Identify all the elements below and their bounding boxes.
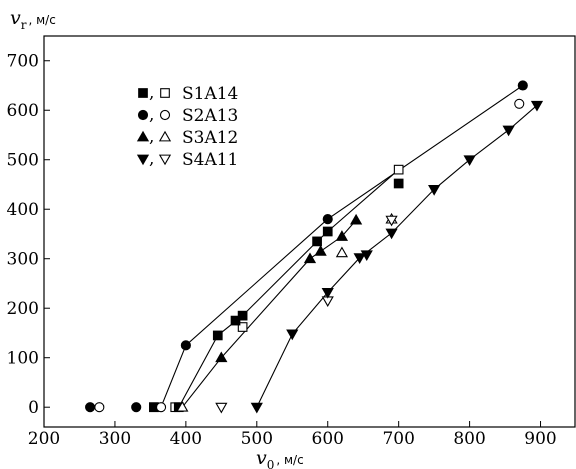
y-axis-symbol: v	[10, 7, 21, 29]
y-tick-label: 600	[7, 101, 39, 121]
y-tick-label: 400	[7, 200, 39, 220]
legend-filled-marker-s1a14	[138, 88, 148, 98]
filled-point-s4a11	[502, 125, 515, 137]
y-axis-subscript: r	[21, 18, 27, 32]
open-point-s2a13	[514, 98, 525, 109]
legend-label-s3a12: S3A12	[182, 128, 238, 148]
filled-point-s4a11	[286, 329, 299, 341]
legend: , S1A14, S2A13, S3A12, S4A11	[136, 83, 238, 170]
y-axis-unit: , м/с	[28, 13, 55, 27]
x-axis-label: v0, м/с	[256, 447, 304, 469]
series-line-s2a13	[160, 85, 524, 408]
legend-separator: ,	[149, 149, 154, 169]
filled-point-s2a13	[180, 340, 191, 351]
legend-label-s2a13: S2A13	[182, 106, 238, 126]
x-axis-unit: , м/с	[276, 453, 303, 467]
x-axis-subscript: 0	[267, 458, 275, 469]
open-point-s3a12	[335, 246, 349, 258]
series-line-s4a11	[256, 104, 538, 408]
filled-point-s3a12	[215, 351, 228, 363]
data-markers	[85, 80, 544, 414]
y-tick-label: 500	[7, 151, 39, 171]
filled-point-s2a13	[517, 80, 528, 91]
x-tick-label: 400	[170, 429, 202, 449]
x-tick-label: 900	[524, 429, 556, 449]
filled-point-s1a14	[322, 226, 333, 237]
x-tick-label: 200	[28, 429, 60, 449]
legend-filled-marker-s2a13	[137, 109, 149, 121]
legend-open-marker-s4a11	[158, 154, 172, 166]
legend-filled-marker-s3a12	[136, 130, 150, 142]
y-tick-label: 200	[7, 299, 39, 319]
series-line-s3a12	[181, 219, 357, 408]
filled-point-s3a12	[349, 213, 363, 225]
y-tick-label: 300	[7, 250, 39, 270]
x-tick-label: 300	[99, 429, 131, 449]
filled-point-s1a14	[393, 178, 404, 189]
plot-frame	[43, 35, 576, 428]
x-tick-label: 800	[453, 429, 485, 449]
x-axis-symbol: v	[256, 447, 267, 469]
filled-point-s4a11	[321, 287, 334, 299]
y-axis-ticks: 0 100 200 300 400 500 600 700	[7, 52, 50, 418]
legend-label-s4a11: S4A11	[182, 150, 238, 170]
open-point-s2a13	[155, 402, 167, 413]
filled-point-s4a11	[385, 228, 398, 240]
legend-separator: ,	[149, 83, 154, 103]
filled-point-s3a12	[335, 230, 349, 241]
x-tick-label: 700	[382, 429, 414, 449]
legend-separator: ,	[149, 105, 154, 125]
open-point-s4a11	[215, 402, 228, 414]
open-point-s4a11	[385, 215, 398, 227]
open-point-s2a13	[94, 402, 105, 413]
legend-open-marker-s2a13	[159, 109, 171, 121]
open-point-s1a14	[393, 164, 404, 175]
filled-point-s2a13	[131, 402, 142, 413]
legend-filled-marker-s4a11	[136, 154, 150, 166]
open-point-s3a12	[176, 400, 189, 412]
filled-point-s4a11	[360, 250, 373, 262]
x-tick-label: 500	[241, 429, 273, 449]
filled-point-s1a14	[237, 310, 248, 321]
filled-point-s4a11	[530, 100, 544, 112]
filled-point-s4a11	[250, 402, 263, 414]
legend-open-marker-s3a12	[158, 130, 172, 142]
x-axis-ticks: 200 300 400 500 600 700 800 900	[28, 421, 557, 449]
filled-point-s1a14	[230, 315, 241, 326]
filled-point-s2a13	[85, 402, 96, 413]
y-tick-label: 100	[7, 349, 39, 369]
legend-label-s1a14: S1A14	[182, 84, 238, 104]
x-tick-label: 600	[312, 429, 344, 449]
filled-point-s2a13	[322, 214, 333, 225]
y-axis-label: vr, м/с	[10, 7, 56, 32]
y-tick-label: 0	[28, 398, 39, 418]
filled-point-s4a11	[353, 253, 366, 265]
filled-point-s4a11	[428, 185, 441, 196]
filled-point-s3a12	[314, 245, 327, 256]
filled-point-s1a14	[212, 330, 223, 341]
filled-point-s1a14	[312, 236, 322, 247]
filled-point-s4a11	[463, 155, 476, 167]
filled-point-s3a12	[303, 252, 317, 264]
legend-separator: ,	[149, 127, 154, 147]
series-line-s1a14	[178, 169, 400, 408]
y-tick-label: 700	[7, 52, 39, 72]
legend-open-marker-s1a14	[160, 88, 170, 98]
open-point-s1a14	[237, 322, 248, 332]
